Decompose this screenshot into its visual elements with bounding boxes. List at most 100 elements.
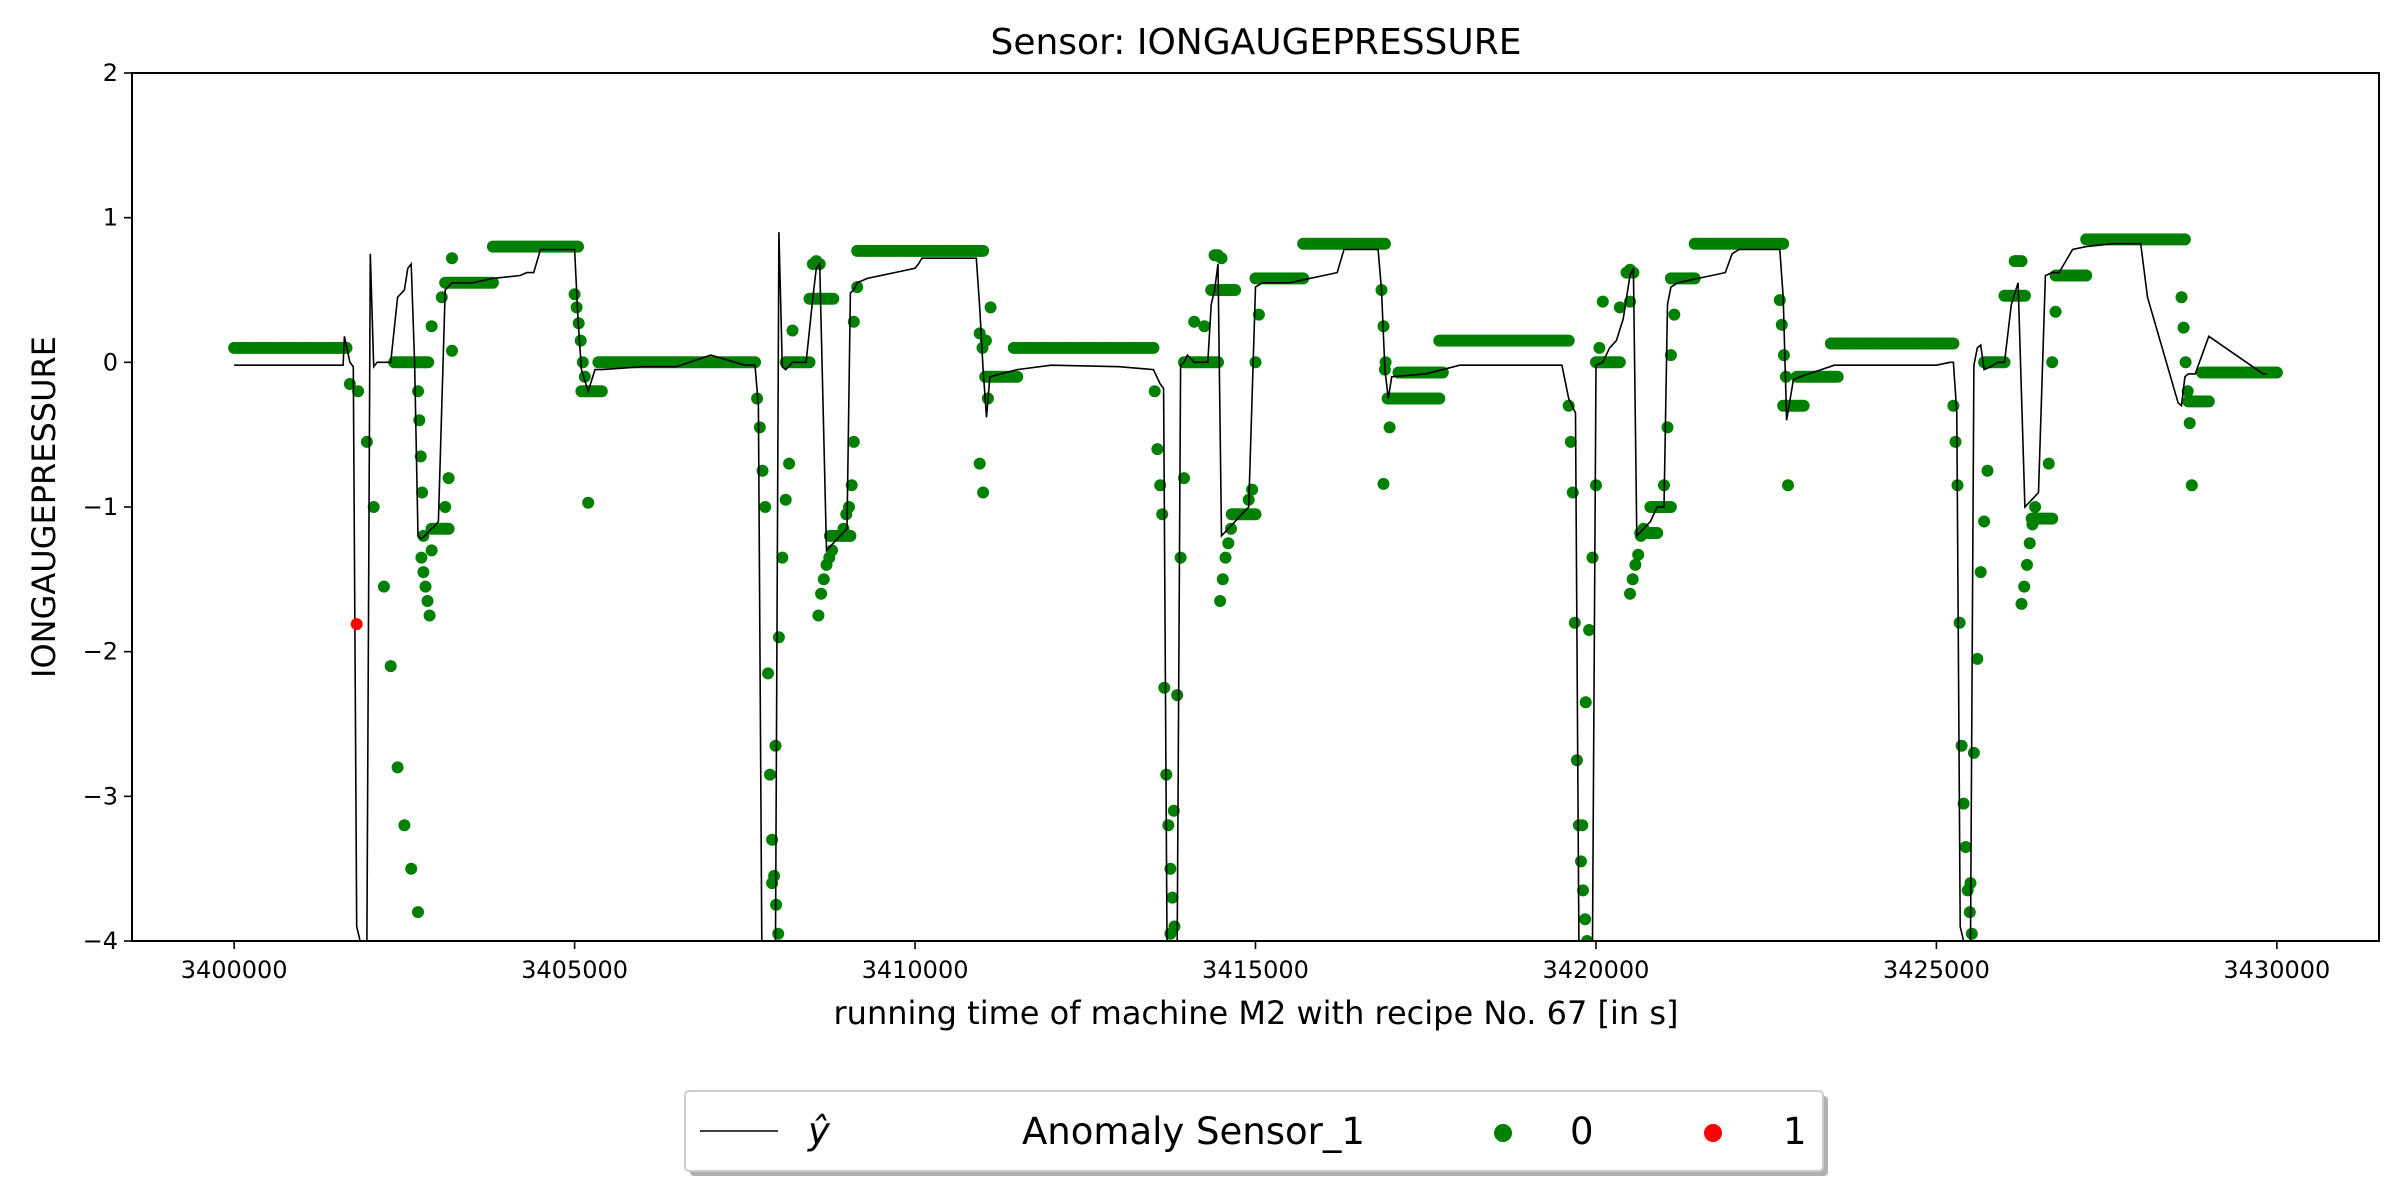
data-point-anomaly-0 — [1949, 435, 1962, 448]
data-point-anomaly-0 — [2270, 366, 2283, 379]
data-point-anomaly-0 — [762, 667, 774, 680]
data-point-anomaly-0 — [415, 551, 428, 564]
data-point-anomaly-0 — [2175, 291, 2188, 304]
data-point-anomaly-0 — [421, 595, 434, 607]
data-point-anomaly-0 — [1777, 237, 1790, 250]
data-point-anomaly-0 — [1148, 385, 1161, 398]
data-point-anomaly-0 — [1613, 301, 1626, 314]
data-point-anomaly-0 — [391, 761, 404, 774]
x-tick-label: 3415000 — [1202, 956, 1309, 984]
data-point-anomaly-0 — [1959, 841, 1972, 853]
data-point-anomaly-0 — [817, 573, 830, 586]
data-point-anomaly-0 — [783, 457, 796, 470]
chart-title: Sensor: IONGAUGEPRESSURE — [990, 22, 1521, 63]
data-point-anomaly-0 — [812, 609, 825, 622]
data-point-anomaly-0 — [1624, 587, 1636, 600]
data-point-anomaly-0 — [1570, 754, 1583, 767]
data-point-anomaly-0 — [1249, 356, 1262, 369]
data-point-anomaly-0 — [2080, 269, 2093, 282]
data-point-anomaly-0 — [572, 240, 584, 253]
x-tick-label: 3410000 — [862, 956, 969, 984]
data-point-anomaly-0 — [759, 501, 772, 513]
x-tick-label: 3400000 — [181, 956, 288, 984]
data-point-anomaly-0 — [1562, 399, 1575, 412]
data-point-anomaly-0 — [766, 833, 779, 846]
data-point-anomaly-0 — [1222, 537, 1235, 550]
data-point-anomaly-0 — [2177, 321, 2190, 334]
data-point-anomaly-0 — [1164, 862, 1177, 875]
data-point-anomaly-0 — [1575, 855, 1587, 868]
data-point-anomaly-0 — [977, 244, 990, 257]
x-tick-label: 3425000 — [1883, 956, 1990, 984]
data-point-anomaly-0 — [1246, 483, 1259, 496]
plot-area — [228, 232, 2283, 941]
legend-box — [684, 1090, 1824, 1172]
data-point-anomaly-0 — [1947, 337, 1960, 350]
data-point-anomaly-0 — [576, 356, 589, 369]
data-point-anomaly-0 — [1782, 479, 1794, 492]
data-point-anomaly-0 — [442, 472, 455, 485]
x-axis: 3400000 3405000 3410000 3415000 3420000 34250… — [181, 941, 2330, 984]
data-point-anomaly-0 — [1297, 272, 1310, 285]
data-point-anomaly-0 — [2183, 417, 2196, 430]
data-point-anomaly-0 — [1166, 891, 1179, 904]
data-point-anomaly-0 — [843, 501, 855, 513]
data-point-anomaly-0 — [1198, 320, 1211, 333]
data-point-anomaly-0 — [1378, 237, 1391, 250]
data-point-anomaly-0 — [1249, 508, 1262, 521]
data-point-anomaly-0 — [416, 486, 429, 499]
data-point-anomaly-0 — [2185, 479, 2198, 492]
data-point-anomaly-0 — [2179, 356, 2192, 369]
data-point-anomaly-0 — [419, 580, 432, 593]
data-point-anomaly-0 — [1664, 349, 1677, 362]
data-point-anomaly-0 — [1668, 308, 1681, 321]
data-point-anomaly-0 — [1154, 479, 1167, 492]
data-point-anomaly-0 — [1664, 501, 1677, 513]
data-point-anomaly-0 — [776, 551, 789, 564]
data-point-anomaly-0 — [1775, 318, 1788, 331]
legend: ŷ Anomaly Sensor_1 0 1 — [684, 1090, 1828, 1176]
data-point-anomaly-0 — [977, 486, 990, 499]
data-point-anomaly-0 — [1566, 486, 1579, 499]
x-tick-label: 3405000 — [521, 956, 628, 984]
data-point-anomaly-0 — [2178, 233, 2191, 246]
data-point-anomaly-0 — [1981, 464, 1994, 477]
data-point-anomaly-0 — [423, 609, 436, 622]
data-point-anomaly-0 — [1965, 927, 1978, 940]
data-point-anomaly-0 — [1215, 252, 1228, 265]
data-point-anomaly-0 — [1433, 392, 1446, 405]
data-point-anomaly-0 — [1178, 472, 1190, 485]
data-point-anomaly-0 — [1219, 551, 1232, 564]
data-point-anomaly-0 — [367, 501, 380, 513]
x-tick-label: 3420000 — [1543, 956, 1650, 984]
data-point-anomaly-0 — [1162, 819, 1175, 832]
data-point-anomaly-0 — [815, 587, 828, 600]
data-point-anomaly-0 — [1967, 746, 1980, 759]
data-point-anomaly-0 — [764, 768, 776, 781]
data-point-anomaly-0 — [1963, 906, 1976, 919]
data-point-anomaly-0 — [384, 660, 397, 673]
data-point-anomaly-0 — [414, 450, 427, 463]
data-point-anomaly-0 — [360, 435, 373, 448]
data-point-anomaly-0 — [446, 344, 458, 357]
data-point-anomaly-0 — [1651, 527, 1664, 539]
data-point-anomaly-1 — [350, 618, 363, 631]
data-point-anomaly-0 — [1971, 652, 1984, 665]
data-point-anomaly-0 — [1831, 370, 1844, 383]
data-point-anomaly-0 — [582, 496, 595, 509]
data-point-anomaly-0 — [1593, 341, 1606, 354]
y-axis: 2 1 0 −1 −2 −3 −4 — [83, 59, 132, 955]
data-point-anomaly-0 — [1596, 295, 1609, 308]
data-point-anomaly-0 — [1171, 689, 1184, 702]
y-tick-label: −3 — [83, 782, 118, 810]
data-point-anomaly-0 — [1661, 421, 1674, 434]
data-point-anomaly-0 — [2042, 457, 2055, 470]
data-point-anomaly-0 — [412, 385, 424, 398]
data-point-anomaly-0 — [1147, 341, 1160, 354]
data-point-anomaly-0 — [2021, 558, 2033, 571]
data-point-anomaly-0 — [578, 370, 591, 383]
data-point-anomaly-0 — [973, 457, 986, 470]
data-point-anomaly-0 — [1174, 551, 1187, 564]
data-point-anomaly-0 — [1229, 284, 1242, 296]
